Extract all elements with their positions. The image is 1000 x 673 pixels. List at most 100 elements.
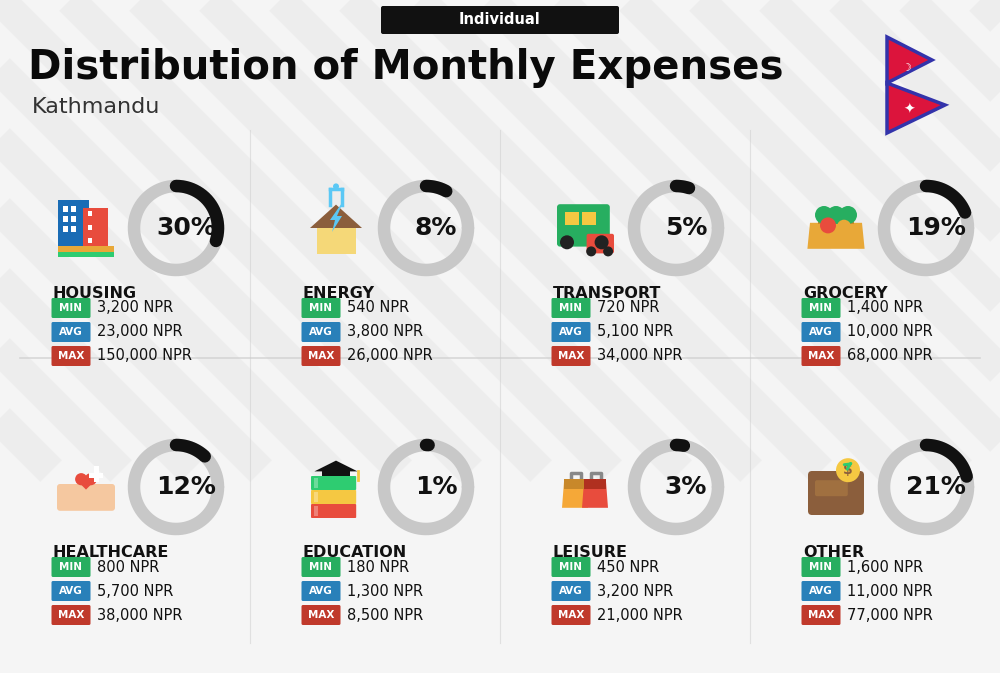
FancyBboxPatch shape (52, 557, 90, 577)
FancyBboxPatch shape (381, 6, 619, 34)
Text: ✦: ✦ (903, 103, 915, 117)
Polygon shape (76, 479, 96, 489)
Bar (88, 211, 92, 216)
Text: 8%: 8% (415, 216, 457, 240)
Polygon shape (887, 83, 945, 133)
FancyBboxPatch shape (52, 605, 90, 625)
FancyBboxPatch shape (552, 322, 590, 342)
Text: MAX: MAX (58, 610, 84, 620)
FancyBboxPatch shape (52, 298, 90, 318)
Text: MAX: MAX (308, 351, 334, 361)
FancyBboxPatch shape (552, 298, 590, 318)
Text: AVG: AVG (309, 327, 333, 337)
Text: 5,700 NPR: 5,700 NPR (97, 583, 173, 598)
Circle shape (333, 184, 339, 189)
FancyBboxPatch shape (302, 581, 340, 601)
FancyBboxPatch shape (302, 605, 340, 625)
Text: 23,000 NPR: 23,000 NPR (97, 324, 183, 339)
Text: EDUCATION: EDUCATION (303, 545, 407, 560)
Bar (582, 213, 596, 225)
Text: 26,000 NPR: 26,000 NPR (347, 349, 433, 363)
FancyBboxPatch shape (802, 605, 840, 625)
Circle shape (820, 217, 836, 234)
Text: 450 NPR: 450 NPR (597, 559, 659, 575)
Text: OTHER: OTHER (803, 545, 864, 560)
Text: 11,000 NPR: 11,000 NPR (847, 583, 933, 598)
Text: AVG: AVG (809, 327, 833, 337)
FancyBboxPatch shape (802, 346, 840, 366)
FancyBboxPatch shape (302, 298, 340, 318)
Text: MAX: MAX (58, 351, 84, 361)
Bar (314, 506, 318, 516)
FancyBboxPatch shape (802, 322, 840, 342)
FancyBboxPatch shape (311, 476, 356, 490)
Polygon shape (582, 482, 608, 508)
Circle shape (839, 206, 857, 224)
Polygon shape (310, 205, 362, 228)
Text: Kathmandu: Kathmandu (32, 97, 160, 117)
Circle shape (815, 206, 833, 224)
FancyBboxPatch shape (52, 322, 90, 342)
Text: 3,200 NPR: 3,200 NPR (97, 301, 173, 316)
Text: LEISURE: LEISURE (553, 545, 628, 560)
Text: AVG: AVG (559, 327, 583, 337)
Text: 1%: 1% (415, 475, 457, 499)
Text: GROCERY: GROCERY (803, 286, 888, 301)
Bar (89, 472, 103, 478)
Polygon shape (330, 200, 344, 232)
Text: 1,300 NPR: 1,300 NPR (347, 583, 423, 598)
Text: 21%: 21% (906, 475, 966, 499)
Text: 68,000 NPR: 68,000 NPR (847, 349, 933, 363)
Circle shape (595, 236, 609, 249)
Bar (88, 238, 92, 243)
Text: MAX: MAX (558, 610, 584, 620)
FancyBboxPatch shape (302, 557, 340, 577)
Text: 30%: 30% (156, 216, 216, 240)
Circle shape (603, 246, 613, 256)
Bar (63, 226, 68, 232)
Bar (314, 478, 318, 488)
Bar (584, 479, 606, 489)
Bar (71, 206, 76, 212)
Text: 800 NPR: 800 NPR (97, 559, 159, 575)
Text: 150,000 NPR: 150,000 NPR (97, 349, 192, 363)
Bar (58, 252, 114, 257)
Bar (94, 466, 99, 482)
FancyBboxPatch shape (52, 581, 90, 601)
Text: 34,000 NPR: 34,000 NPR (597, 349, 682, 363)
Circle shape (836, 458, 860, 482)
Circle shape (827, 206, 845, 224)
FancyBboxPatch shape (52, 346, 90, 366)
FancyBboxPatch shape (552, 581, 590, 601)
Polygon shape (807, 223, 865, 249)
Text: 21,000 NPR: 21,000 NPR (597, 608, 683, 623)
Text: 19%: 19% (906, 216, 966, 240)
Text: 1,600 NPR: 1,600 NPR (847, 559, 923, 575)
FancyBboxPatch shape (802, 298, 840, 318)
Text: Distribution of Monthly Expenses: Distribution of Monthly Expenses (28, 48, 784, 88)
Polygon shape (887, 37, 932, 83)
Text: 8,500 NPR: 8,500 NPR (347, 608, 423, 623)
Text: HEALTHCARE: HEALTHCARE (53, 545, 169, 560)
Bar (316, 228, 356, 254)
Text: MIN: MIN (60, 303, 82, 313)
Circle shape (560, 236, 574, 249)
Bar (71, 216, 76, 222)
FancyBboxPatch shape (552, 557, 590, 577)
Text: 540 NPR: 540 NPR (347, 301, 409, 316)
Text: AVG: AVG (59, 586, 83, 596)
Bar (565, 213, 579, 225)
Text: 12%: 12% (156, 475, 216, 499)
Text: AVG: AVG (309, 586, 333, 596)
Text: 5%: 5% (665, 216, 707, 240)
Polygon shape (314, 460, 358, 471)
Text: AVG: AVG (59, 327, 83, 337)
Text: ENERGY: ENERGY (303, 286, 375, 301)
Bar (71, 226, 76, 232)
FancyBboxPatch shape (587, 234, 614, 254)
Bar (564, 479, 586, 489)
FancyBboxPatch shape (302, 346, 340, 366)
Text: 180 NPR: 180 NPR (347, 559, 409, 575)
Text: 3,800 NPR: 3,800 NPR (347, 324, 423, 339)
Text: ☽: ☽ (902, 63, 912, 73)
